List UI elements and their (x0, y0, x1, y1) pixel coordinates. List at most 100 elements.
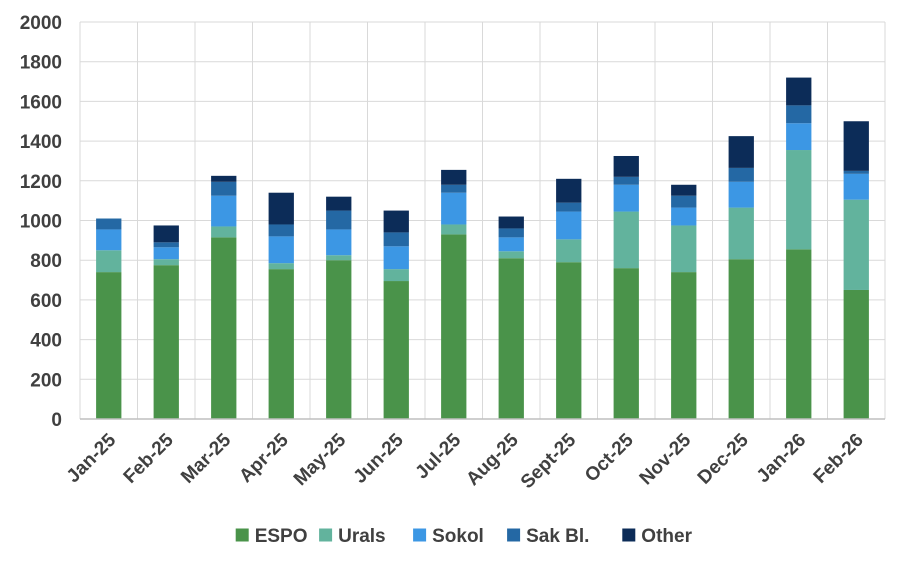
bar-espo-jul-25 (441, 234, 467, 419)
bar-sokol-feb-25 (153, 247, 179, 260)
bar-urals-apr-25 (268, 263, 294, 270)
bar-sak-bl-may-25 (326, 210, 352, 230)
bar-sokol-dec-25 (728, 181, 754, 208)
bar-urals-jul-25 (441, 224, 467, 235)
y-tick-labels: 0 200 400 600 800 1000 1200 1400 1600 1800 2000 (20, 13, 62, 431)
legend-swatch-other (622, 528, 636, 542)
legend-label-espo: ESPO (255, 526, 308, 547)
x-tick-label-jun-25: Jun-25 (350, 429, 408, 487)
y-tick-label-1600: 1600 (20, 92, 62, 113)
bar-urals-sept-25 (556, 239, 582, 263)
bar-espo-oct-25 (613, 268, 639, 419)
bar-sak-bl-mar-25 (211, 181, 237, 196)
bar-urals-aug-25 (498, 251, 524, 259)
bar-sak-bl-oct-25 (613, 176, 639, 185)
bar-espo-jan-26 (786, 249, 812, 419)
x-tick-label-feb-25: Feb-25 (120, 429, 178, 487)
bar-other-dec-25 (728, 136, 754, 168)
bar-other-nov-25 (671, 184, 697, 196)
bar-other-may-25 (326, 196, 352, 211)
bar-urals-feb-25 (153, 259, 179, 266)
bar-sokol-sept-25 (556, 211, 582, 240)
bar-other-apr-25 (268, 192, 294, 225)
y-tick-label-0: 0 (51, 410, 62, 431)
legend-label-other: Other (641, 526, 692, 547)
x-tick-label-mar-25: Mar-25 (177, 429, 235, 487)
bar-sokol-jan-26 (786, 123, 812, 151)
bar-sak-bl-feb-25 (153, 242, 179, 248)
legend-label-sak-bl: Sak Bl. (526, 526, 589, 547)
x-tick-label-feb-26: Feb-26 (810, 430, 868, 488)
bar-espo-nov-25 (671, 272, 697, 419)
bar-other-feb-25 (153, 225, 179, 243)
bar-sak-bl-jan-25 (96, 218, 122, 230)
x-tick-label-dec-25: Dec-25 (694, 429, 753, 488)
bar-urals-feb-26 (843, 199, 869, 290)
y-tick-label-1000: 1000 (20, 212, 62, 233)
bar-sokol-may-25 (326, 229, 352, 256)
legend-swatch-urals (319, 528, 333, 542)
bar-espo-apr-25 (268, 269, 294, 419)
x-tick-label-oct-25: Oct-25 (581, 429, 638, 486)
legend-swatch-espo (235, 528, 249, 542)
y-tick-label-2000: 2000 (20, 13, 62, 34)
bar-urals-jan-26 (786, 150, 812, 250)
bars (96, 77, 869, 419)
bar-other-jul-25 (441, 169, 467, 185)
bar-espo-sept-25 (556, 262, 582, 419)
bar-other-feb-26 (843, 121, 869, 171)
bar-urals-dec-25 (728, 207, 754, 260)
x-tick-label-apr-25: Apr-25 (235, 429, 293, 487)
bar-espo-feb-26 (843, 289, 869, 419)
x-tick-label-may-25: May-25 (290, 429, 351, 490)
bar-sokol-nov-25 (671, 207, 697, 226)
legend: ESPO Urals Sokol Sak Bl. Other (235, 526, 693, 547)
bar-espo-jan-25 (96, 272, 122, 419)
x-tick-label-aug-25: Aug-25 (462, 429, 523, 490)
y-tick-label-1200: 1200 (20, 172, 62, 193)
bar-espo-may-25 (326, 260, 352, 419)
bar-urals-oct-25 (613, 211, 639, 269)
bar-espo-mar-25 (211, 237, 237, 419)
bar-sokol-apr-25 (268, 236, 294, 264)
legend-swatch-sak-bl (507, 528, 521, 542)
bar-other-jan-26 (786, 77, 812, 106)
bar-espo-jun-25 (383, 281, 409, 419)
bar-sokol-jun-25 (383, 246, 409, 270)
bar-espo-dec-25 (728, 259, 754, 419)
bar-sak-bl-nov-25 (671, 195, 697, 208)
bar-urals-jun-25 (383, 269, 409, 282)
y-tick-label-1400: 1400 (20, 132, 62, 153)
bar-sokol-aug-25 (498, 237, 524, 252)
bar-sak-bl-jul-25 (441, 184, 467, 193)
bar-sokol-oct-25 (613, 184, 639, 212)
legend-label-urals: Urals (338, 526, 386, 547)
bar-urals-nov-25 (671, 225, 697, 273)
bar-sak-bl-apr-25 (268, 224, 294, 237)
bar-sokol-feb-26 (843, 173, 869, 200)
bar-sak-bl-jan-26 (786, 105, 812, 124)
x-tick-label-nov-25: Nov-25 (636, 429, 696, 489)
bar-sak-bl-dec-25 (728, 167, 754, 182)
bar-urals-may-25 (326, 255, 352, 261)
bar-sokol-jul-25 (441, 192, 467, 225)
bar-sokol-jan-25 (96, 229, 122, 251)
bar-sak-bl-jun-25 (383, 232, 409, 247)
y-tick-label-1800: 1800 (20, 53, 62, 74)
bar-espo-feb-25 (153, 265, 179, 419)
y-tick-label-600: 600 (30, 291, 62, 312)
bar-espo-aug-25 (498, 258, 524, 419)
x-tick-label-sept-25: Sept-25 (517, 429, 581, 493)
x-tick-label-jan-25: Jan-25 (63, 429, 121, 487)
bar-urals-mar-25 (211, 226, 237, 238)
bar-sak-bl-feb-26 (843, 170, 869, 174)
bar-other-sept-25 (556, 178, 582, 203)
bar-sak-bl-aug-25 (498, 228, 524, 238)
bar-other-aug-25 (498, 216, 524, 229)
bar-other-jun-25 (383, 210, 409, 233)
bar-other-mar-25 (211, 175, 237, 182)
y-tick-label-800: 800 (30, 251, 62, 272)
